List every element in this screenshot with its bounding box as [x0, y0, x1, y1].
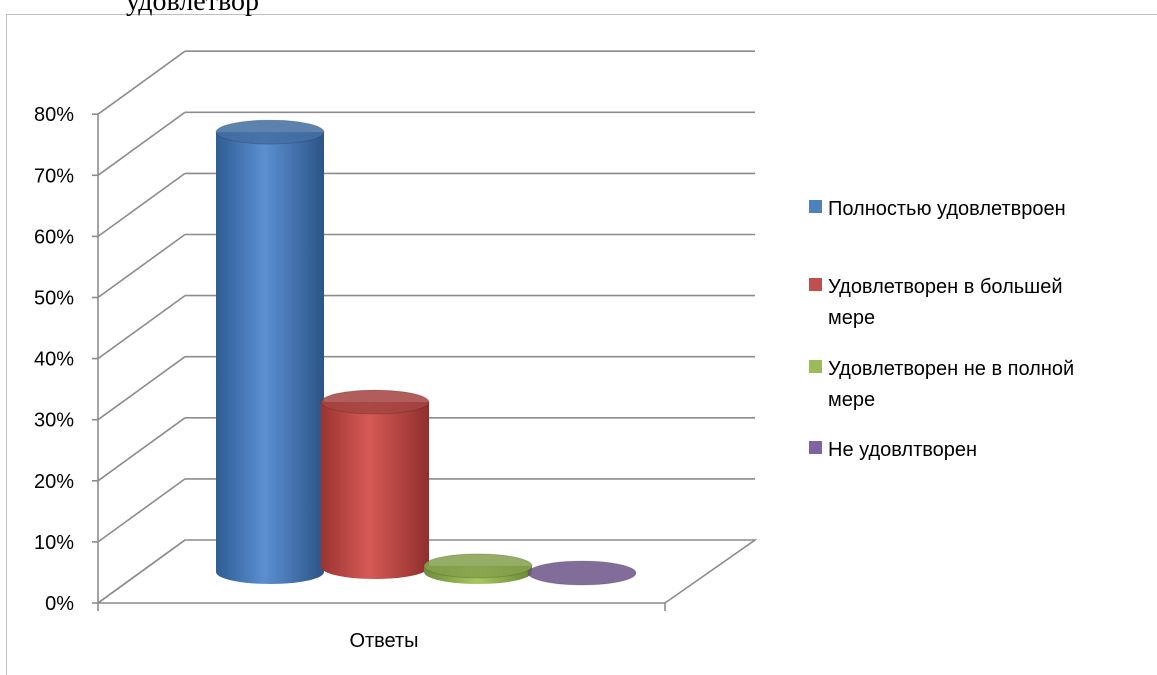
bar-top: [320, 389, 430, 415]
legend-swatch: [809, 441, 822, 454]
y-tick-label: 50%: [34, 288, 74, 310]
legend-swatch: [809, 360, 822, 373]
x-axis-categories: Ответы: [349, 630, 418, 652]
y-tick-label: 70%: [34, 165, 74, 187]
y-tick-label: 30%: [34, 410, 74, 432]
bar-top: [423, 553, 533, 579]
y-tick-label: 60%: [34, 226, 74, 248]
chart-floor: [97, 539, 758, 604]
cut-off-heading: удовлетвор: [126, 0, 259, 17]
side-gridline: [97, 111, 186, 176]
side-gridline: [97, 172, 186, 238]
bars: [215, 119, 637, 586]
legend-entry: Удовлетворен не в полной мере: [809, 358, 1074, 411]
legend-entry: Не удовлтворен: [809, 439, 977, 461]
bar-top: [215, 119, 325, 145]
bar-top-shade: [528, 561, 636, 585]
legend-entry: Полностью удовлетвроен: [809, 198, 1066, 220]
y-tick-label: 40%: [34, 349, 74, 371]
bar-body: [216, 132, 324, 584]
bar-1: [215, 119, 325, 584]
legend-label: Удовлетворен в большей мере: [828, 276, 1063, 329]
legend-label: Удовлетворен не в полной мере: [828, 358, 1074, 411]
bar-top-shade: [216, 120, 324, 145]
bar-top-shade: [321, 390, 429, 415]
y-axis-ticks: 0% 10% 20% 30% 40% 50% 60% 70% 80%: [34, 104, 74, 615]
legend-label: Полностью удовлетвроен: [828, 198, 1066, 220]
side-gridline: [97, 50, 186, 115]
bar-4: [527, 560, 637, 586]
side-gridline: [97, 356, 186, 421]
legend-swatch: [809, 200, 822, 213]
chart-frame: [6, 14, 1157, 675]
side-gridline: [97, 417, 186, 482]
bar-body: [321, 402, 429, 579]
side-gridline: [97, 294, 186, 360]
y-tick-label: 10%: [34, 532, 74, 554]
y-tick-label: 0%: [45, 593, 74, 615]
legend-swatch: [809, 278, 822, 291]
legend-label: Не удовлтворен: [828, 439, 977, 461]
y-tick-label: 20%: [34, 471, 74, 493]
side-gridline: [97, 478, 186, 543]
side-gridline: [97, 233, 186, 299]
y-tick-label: 80%: [34, 104, 74, 126]
legend-entry: Удовлетворен в большей мере: [809, 276, 1063, 329]
bar-top-shade: [424, 553, 532, 578]
bar-top: [527, 560, 637, 586]
legend: Полностью удовлетвроен Удовлетворен в бол…: [809, 198, 1074, 461]
bar-3: [423, 553, 533, 584]
bar-2: [320, 389, 430, 579]
x-category-label: Ответы: [349, 630, 418, 652]
